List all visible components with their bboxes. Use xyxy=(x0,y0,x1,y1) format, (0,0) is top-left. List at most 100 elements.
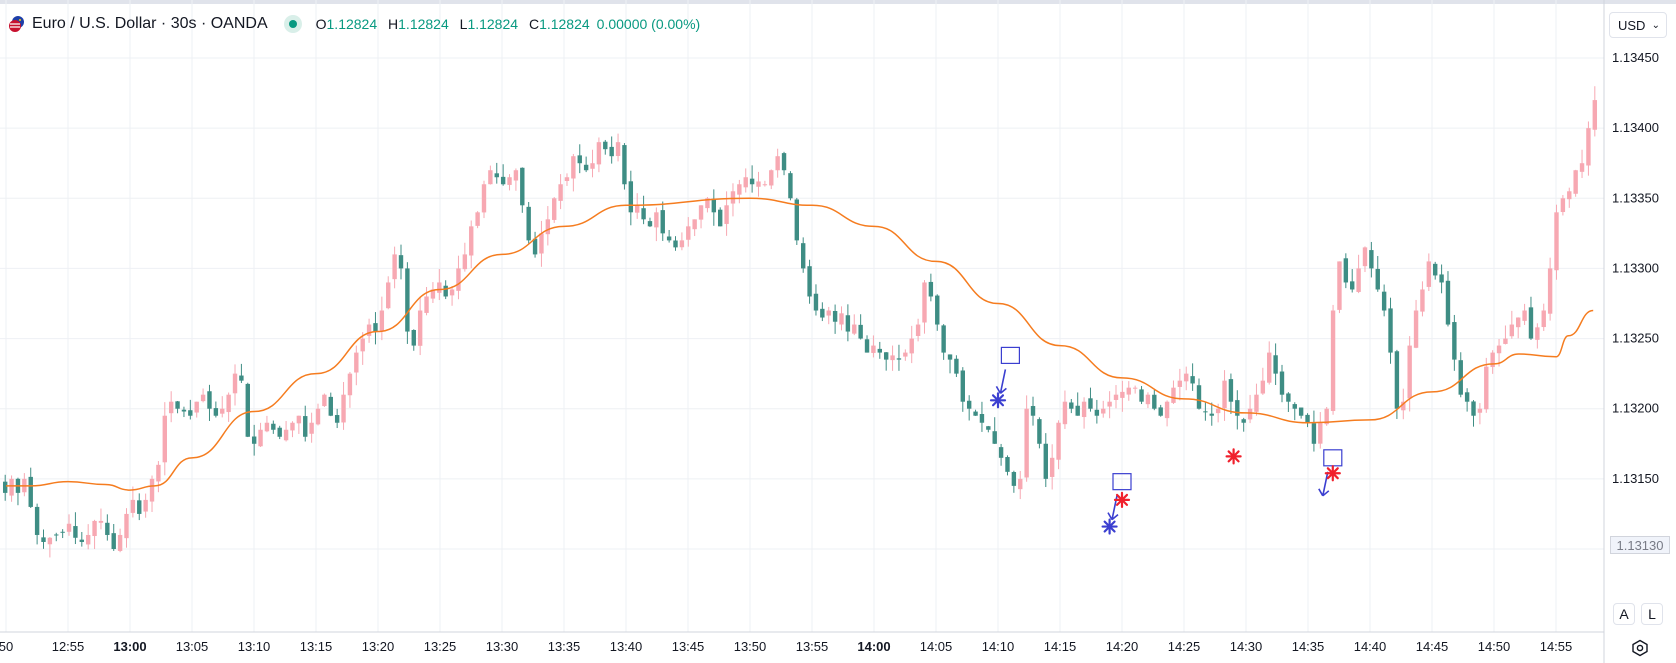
candle-body xyxy=(762,184,768,186)
candle-body xyxy=(322,394,327,407)
candle-body xyxy=(1209,413,1214,416)
candle-body xyxy=(54,534,59,536)
time-tick-label: 14:25 xyxy=(1168,639,1201,654)
candle-body xyxy=(947,354,953,360)
candle-body xyxy=(1350,281,1355,290)
candle-body xyxy=(373,323,378,332)
candle-body xyxy=(1241,419,1246,423)
candle-body xyxy=(111,533,116,549)
candle-body xyxy=(832,310,838,322)
candle-body xyxy=(462,254,468,270)
eur-usd-flag-icon xyxy=(9,16,24,32)
candle-body xyxy=(1177,380,1183,387)
candle-body xyxy=(705,198,710,209)
candle-body xyxy=(1337,261,1342,310)
star-marker-icon xyxy=(989,392,1007,409)
symbol-legend: Euro / U.S. Dollar · 30s · OANDA O1.1282… xyxy=(8,12,700,36)
candle-body xyxy=(973,411,978,416)
candle-body xyxy=(724,205,729,224)
candle-body xyxy=(9,478,14,496)
candle-body xyxy=(1311,423,1317,444)
candle-body xyxy=(941,325,946,353)
time-tick-label: 13:40 xyxy=(610,639,643,654)
candle-body xyxy=(903,352,908,357)
candle-body xyxy=(481,184,487,213)
time-tick-label: 13:30 xyxy=(486,639,519,654)
candle-body xyxy=(928,281,934,297)
arrow-down-icon xyxy=(1318,471,1330,497)
signal-annotations xyxy=(989,346,1343,535)
candle-body xyxy=(1005,457,1010,472)
candle-body xyxy=(1343,258,1349,283)
candle-body xyxy=(475,212,480,226)
candle-body xyxy=(883,352,889,360)
log-scale-button[interactable]: L xyxy=(1641,603,1663,625)
candle-body xyxy=(366,324,372,336)
candle-body xyxy=(1567,191,1572,200)
candle-body xyxy=(686,226,691,240)
candle-body xyxy=(494,173,499,178)
time-tick-label: 50 xyxy=(0,639,13,654)
market-status-icon[interactable] xyxy=(283,15,302,33)
candle-body xyxy=(590,163,595,169)
candle-body xyxy=(1273,355,1278,374)
time-tick-label: 14:05 xyxy=(920,639,953,654)
candle-body xyxy=(609,146,614,157)
change-value: 0.00000 (0.00%) xyxy=(596,16,701,32)
time-tick-label: 13:35 xyxy=(548,639,581,654)
candle-body xyxy=(283,429,289,441)
candle-body xyxy=(603,141,608,150)
candle-body xyxy=(488,170,493,185)
candle-body xyxy=(826,310,831,316)
candle-body xyxy=(277,427,282,437)
candle-body xyxy=(596,142,602,165)
candle-body xyxy=(660,210,665,234)
time-tick-label: 13:55 xyxy=(796,639,829,654)
candle-body xyxy=(1203,411,1208,413)
time-tick-label: 14:55 xyxy=(1540,639,1573,654)
candle-body xyxy=(1503,338,1508,344)
candle-body xyxy=(1235,400,1240,416)
time-tick-label: 14:10 xyxy=(982,639,1015,654)
auto-scale-button[interactable]: A xyxy=(1613,603,1635,625)
candle-body xyxy=(1215,408,1221,414)
candle-body xyxy=(1279,371,1285,395)
symbol-title[interactable]: Euro / U.S. Dollar · 30s · OANDA xyxy=(32,15,268,32)
candle-body xyxy=(315,408,321,425)
currency-select[interactable]: USD ⌄ xyxy=(1609,12,1667,38)
arrow-down-icon xyxy=(995,369,1007,395)
candle-body xyxy=(520,167,525,206)
candle-body xyxy=(743,177,748,188)
candle-body xyxy=(1547,268,1553,314)
candle-body xyxy=(1535,327,1540,340)
candle-body xyxy=(245,383,250,437)
open-value: 1.12824 xyxy=(326,16,378,32)
candle-body xyxy=(60,531,65,533)
candle-body xyxy=(647,221,653,227)
scale-settings-button[interactable] xyxy=(1628,636,1652,660)
candle-body xyxy=(168,401,174,414)
candle-body xyxy=(864,339,870,353)
time-tick-label: 14:00 xyxy=(857,639,890,654)
candle-body xyxy=(1056,422,1061,460)
candle-body xyxy=(1190,376,1195,384)
candle-body xyxy=(1516,317,1521,328)
time-tick-label: 14:30 xyxy=(1230,639,1263,654)
candle-body xyxy=(1049,457,1055,477)
candle-body xyxy=(692,219,697,230)
candle-body xyxy=(966,400,972,409)
candle-body xyxy=(1586,128,1591,166)
candle-body xyxy=(852,324,857,334)
signal-box xyxy=(1112,473,1132,491)
candle-body xyxy=(437,282,442,293)
candlestick-series xyxy=(2,86,1598,558)
candle-body xyxy=(200,394,206,402)
candle-body xyxy=(583,164,589,171)
candle-body xyxy=(424,296,429,313)
candle-body xyxy=(1356,268,1361,292)
price-tick-label: 1.13150 xyxy=(1612,471,1659,486)
star-stroke xyxy=(1115,493,1129,506)
candle-body xyxy=(2,481,8,493)
candle-body xyxy=(251,436,257,444)
